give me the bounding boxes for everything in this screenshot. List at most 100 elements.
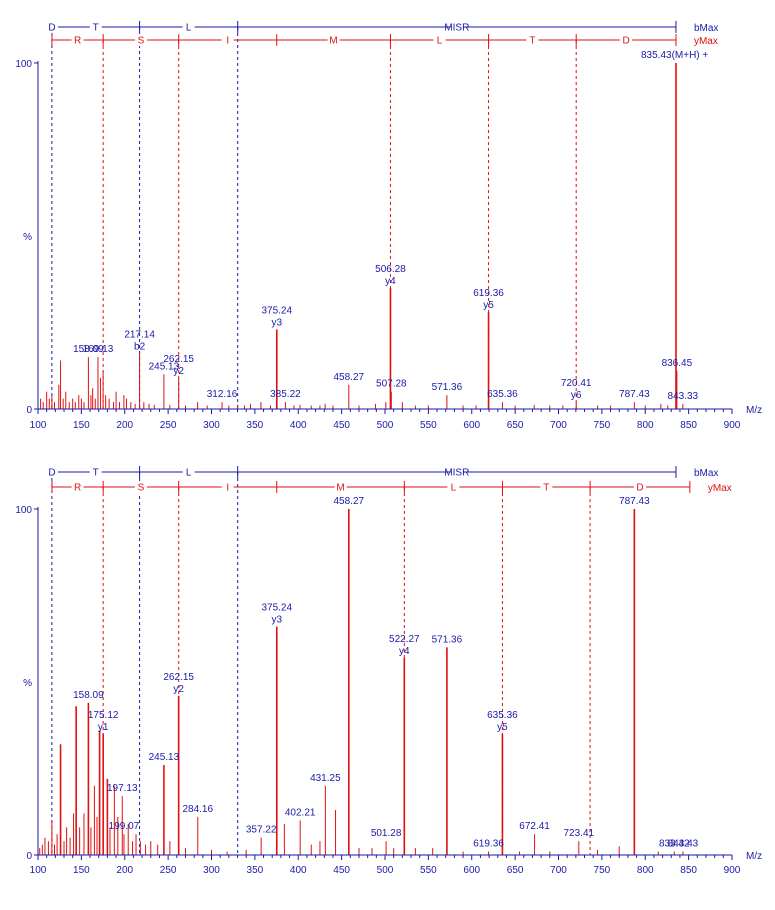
b-letter-bg-1 <box>89 21 102 33</box>
ion-label-6: y3 <box>271 317 282 328</box>
y-letter-4: L <box>437 36 443 47</box>
x-tick-label-4: 300 <box>203 865 220 876</box>
y-tick-label-1: 100 <box>15 59 32 70</box>
ion-label-9: y4 <box>385 276 396 287</box>
y-tick-label-0: 0 <box>26 851 32 862</box>
peak-label-18: 843.33 <box>668 391 699 402</box>
x-tick-label-5: 350 <box>247 420 264 431</box>
peak-label-3: 199.07 <box>109 821 140 832</box>
peak-label-17: 836.45 <box>662 358 693 369</box>
x-tick-label-10: 600 <box>463 420 480 431</box>
x-tick-label-15: 850 <box>680 865 697 876</box>
b-letter-bg-2 <box>182 21 195 33</box>
peak-label-1: 169.13 <box>83 344 114 355</box>
y-letter-bg-2 <box>221 34 234 46</box>
y-letter-bg-1 <box>134 34 147 46</box>
ion-label-1: y1 <box>98 722 109 733</box>
b-ladder-name: bMax <box>694 468 718 479</box>
x-tick-label-4: 300 <box>203 420 220 431</box>
peak-label-18: 723.41 <box>564 828 595 839</box>
ion-label-5: y2 <box>173 684 184 695</box>
x-tick-label-12: 700 <box>550 865 567 876</box>
y-letter-bg-3 <box>334 481 347 493</box>
y-letter-1: S <box>138 36 145 47</box>
y-letter-3: M <box>329 36 337 47</box>
b-letter-3: MISR <box>444 468 469 479</box>
peak-label-10: 507.28 <box>376 379 407 390</box>
peak-label-20: 833.42 <box>659 839 690 850</box>
peak-label-16: 835.43(M+H) + <box>641 50 708 61</box>
x-tick-label-7: 450 <box>333 420 350 431</box>
y-letter-bg-0 <box>71 34 84 46</box>
b-letter-3: MISR <box>444 23 469 34</box>
x-tick-label-11: 650 <box>507 865 524 876</box>
y-letter-bg-1 <box>134 481 147 493</box>
peak-label-4: 262.15 <box>163 354 194 365</box>
peak-label-9: 506.28 <box>375 264 406 275</box>
x-tick-label-6: 400 <box>290 420 307 431</box>
peak-label-7: 357.22 <box>246 825 277 836</box>
y-letter-bg-2 <box>221 481 234 493</box>
y-axis-label: % <box>23 232 32 243</box>
y-tick-label-1: 100 <box>15 505 32 516</box>
peak-label-21: 843.43 <box>668 839 699 850</box>
peak-label-5: 262.15 <box>163 672 194 683</box>
peak-label-2: 217.14 <box>124 330 155 341</box>
y-letter-4: L <box>451 483 457 494</box>
x-tick-label-10: 600 <box>463 865 480 876</box>
ion-label-13: y4 <box>399 646 410 657</box>
y-letter-bg-5 <box>540 481 553 493</box>
x-tick-label-9: 550 <box>420 420 437 431</box>
peak-label-8: 375.24 <box>261 603 292 614</box>
b-letter-2: L <box>186 23 192 34</box>
y-ladder-name: yMax <box>694 36 718 47</box>
x-tick-label-11: 650 <box>507 420 524 431</box>
x-tick-label-2: 200 <box>116 420 133 431</box>
peak-label-1: 175.12 <box>88 710 119 721</box>
x-tick-label-6: 400 <box>290 865 307 876</box>
peak-label-13: 635.36 <box>487 389 518 400</box>
x-tick-label-3: 250 <box>160 865 177 876</box>
y-axis-label: % <box>23 678 32 689</box>
peak-label-3: 245.13 <box>149 361 180 372</box>
peak-label-13: 522.27 <box>389 634 420 645</box>
peak-label-10: 431.25 <box>310 773 341 784</box>
y-letter-bg-4 <box>447 481 460 493</box>
x-tick-label-13: 750 <box>594 420 611 431</box>
x-axis-label: M/z <box>746 851 762 862</box>
x-tick-label-16: 900 <box>724 865 741 876</box>
b-letter-bg-3 <box>450 21 463 33</box>
y-letter-bg-0 <box>71 481 84 493</box>
y-tick-label-0: 0 <box>26 405 32 416</box>
b-letter-bg-0 <box>45 466 58 478</box>
y-letter-6: D <box>636 483 643 494</box>
x-tick-label-0: 100 <box>30 865 47 876</box>
peak-label-9: 402.21 <box>285 807 316 818</box>
peak-label-0: 158.09 <box>73 344 104 355</box>
x-tick-label-12: 700 <box>550 420 567 431</box>
y-letter-bg-4 <box>433 34 446 46</box>
peak-label-14: 571.36 <box>432 634 463 645</box>
x-tick-label-0: 100 <box>30 420 47 431</box>
y-letter-0: R <box>74 483 81 494</box>
x-tick-label-5: 350 <box>247 865 264 876</box>
peak-label-5: 312.16 <box>207 389 238 400</box>
peak-label-8: 458.27 <box>334 372 365 383</box>
y-letter-bg-6 <box>620 34 633 46</box>
x-tick-label-8: 500 <box>377 420 394 431</box>
y-letter-2: I <box>226 483 229 494</box>
peak-label-19: 787.43 <box>619 496 650 507</box>
b-letter-2: L <box>186 468 192 479</box>
peak-label-12: 619.36 <box>473 288 504 299</box>
peak-label-7: 385.22 <box>270 389 301 400</box>
y-ladder-name: yMax <box>708 483 732 494</box>
ion-label-12: y5 <box>483 300 494 311</box>
peak-label-2: 197.13 <box>107 783 138 794</box>
x-tick-label-15: 850 <box>680 420 697 431</box>
ion-label-8: y3 <box>271 615 282 626</box>
y-letter-bg-6 <box>633 481 646 493</box>
peak-label-6: 284.16 <box>182 804 213 815</box>
b-letter-1: T <box>93 468 99 479</box>
y-letter-2: I <box>226 36 229 47</box>
